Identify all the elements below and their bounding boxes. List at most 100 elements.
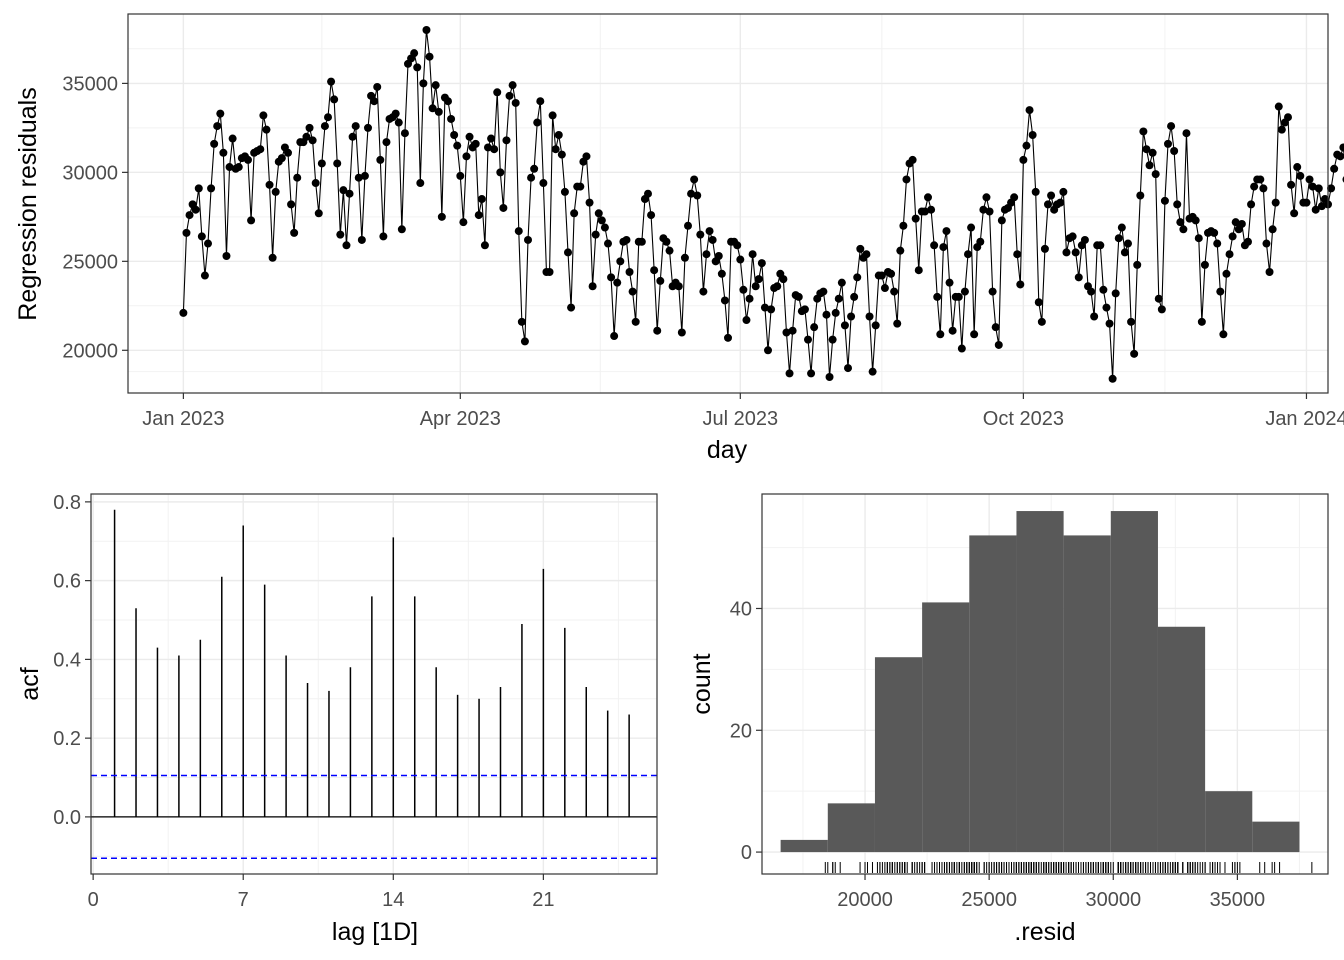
histogram-bar xyxy=(780,839,828,853)
ts-y-tick-label: 20000 xyxy=(62,340,118,362)
residual-point xyxy=(508,81,517,90)
residual-point xyxy=(936,330,945,339)
hist-y-tick-label: 40 xyxy=(730,598,752,620)
residual-point xyxy=(1247,200,1256,209)
residual-point xyxy=(416,179,425,188)
residual-point xyxy=(588,282,597,291)
hist-x-axis-title: .resid xyxy=(1014,918,1075,946)
residual-point xyxy=(284,148,292,157)
residual-point xyxy=(554,131,563,139)
ts-x-tick-label: Oct 2023 xyxy=(983,408,1064,430)
residual-point xyxy=(225,163,234,172)
residual-point xyxy=(1191,216,1200,225)
residual-point xyxy=(754,275,763,284)
residual-point xyxy=(1099,285,1108,294)
residual-point xyxy=(957,344,966,353)
ts-panel-border xyxy=(127,13,1329,394)
residual-point xyxy=(1062,248,1071,257)
residual-point xyxy=(1080,235,1089,244)
residual-point xyxy=(1056,198,1065,207)
residual-point xyxy=(1016,280,1025,289)
residual-point xyxy=(431,81,440,90)
residual-point xyxy=(696,230,705,239)
hist-y-tick-label: 20 xyxy=(730,720,752,742)
hist-x-tick-label: 35000 xyxy=(1210,889,1266,911)
residual-point xyxy=(1130,349,1139,358)
residual-point xyxy=(1114,234,1123,243)
residual-point xyxy=(825,372,834,381)
residual-point xyxy=(413,63,422,72)
residual-point xyxy=(1262,239,1271,248)
residual-point xyxy=(760,303,769,312)
residual-point xyxy=(1259,184,1268,193)
residual-point xyxy=(557,150,566,159)
residual-point xyxy=(924,193,932,202)
histogram-bar xyxy=(1063,535,1111,853)
residual-point xyxy=(736,255,745,264)
residual-point xyxy=(877,271,886,280)
residual-point xyxy=(850,292,859,301)
residual-point xyxy=(499,203,508,212)
residual-point xyxy=(480,241,489,250)
residual-point xyxy=(927,205,936,214)
hist-x-tick-label: 30000 xyxy=(1085,889,1141,911)
residual-point xyxy=(179,308,188,317)
histogram-bar xyxy=(1157,626,1206,853)
residual-point xyxy=(1296,171,1305,180)
residual-point xyxy=(964,250,972,259)
residual-point xyxy=(1136,191,1145,200)
residual-point xyxy=(1139,127,1148,136)
residual-point xyxy=(1222,269,1231,278)
residual-point xyxy=(684,221,692,230)
hist-x-tick-label: 20000 xyxy=(837,889,893,911)
residual-point xyxy=(228,134,237,143)
residual-point xyxy=(244,155,252,164)
residual-point xyxy=(324,113,332,122)
residual-point xyxy=(234,163,243,172)
residual-point xyxy=(637,237,646,246)
residual-point xyxy=(1305,175,1314,184)
residual-point xyxy=(502,136,511,145)
residual-point xyxy=(471,139,480,148)
residual-point xyxy=(665,246,674,255)
residual-point xyxy=(1028,131,1037,139)
residual-point xyxy=(422,26,431,35)
residual-point xyxy=(551,145,560,154)
residual-point xyxy=(1034,298,1043,307)
ts-x-tick-label: Apr 2023 xyxy=(420,408,501,430)
residual-point xyxy=(724,333,732,342)
residuals-time-series-panel: 20000 25000 30000 35000 Jan 2023 Apr 2023 Jul… xyxy=(14,13,1344,464)
histogram-bar xyxy=(1110,511,1158,853)
residual-point xyxy=(1330,164,1339,173)
residual-point xyxy=(840,321,849,330)
hist-panel-border xyxy=(761,493,1329,875)
residual-point xyxy=(800,305,809,314)
residual-point xyxy=(1013,250,1022,259)
residual-point xyxy=(1031,187,1040,196)
residual-point xyxy=(967,223,976,232)
ts-x-tick-label: Jan 2024 xyxy=(1265,408,1344,430)
residual-point xyxy=(484,143,492,152)
residual-point xyxy=(1173,200,1182,209)
residual-point xyxy=(1327,184,1336,193)
residual-point xyxy=(1087,287,1096,296)
acf-y-axis-title: acf xyxy=(16,667,44,700)
acf-y-tick-label: 0.2 xyxy=(53,728,81,750)
residual-point xyxy=(360,171,369,180)
residual-point xyxy=(268,253,277,262)
residual-point xyxy=(1210,228,1219,237)
residual-point xyxy=(807,369,816,378)
residual-point xyxy=(585,198,594,207)
residual-point xyxy=(767,305,776,314)
residual-point xyxy=(650,266,659,275)
residual-point xyxy=(979,205,988,214)
residual-point xyxy=(622,235,631,244)
residual-point xyxy=(717,269,726,278)
residual-point xyxy=(748,250,757,259)
residual-point xyxy=(576,182,585,191)
residual-point xyxy=(1170,147,1179,156)
residual-point xyxy=(262,125,271,134)
residual-point xyxy=(351,122,360,131)
residual-point xyxy=(785,369,794,378)
residual-point xyxy=(410,49,419,58)
